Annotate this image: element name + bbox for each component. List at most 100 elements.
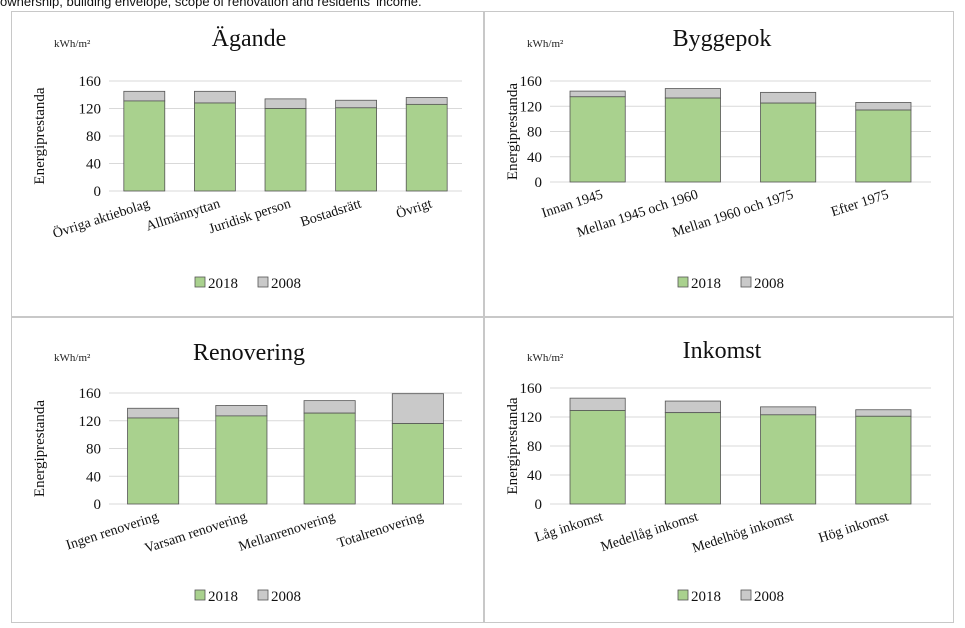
- bar-2008-juridisk-person: [264, 98, 307, 109]
- chart-title: Renovering: [193, 340, 305, 366]
- bar-2018-totalrenovering: [391, 423, 444, 505]
- x-category-label: Juridisk person: [207, 197, 293, 238]
- bar-2018-bostadsratt: [335, 107, 377, 192]
- bar-2018-mellanrenovering: [303, 412, 356, 505]
- y-tick-label: 0: [535, 497, 543, 513]
- x-category-label: Hög inkomst: [817, 510, 891, 547]
- chart-title: Byggepok: [673, 26, 772, 52]
- bar-2018-efter-1975: [855, 109, 912, 183]
- y-tick-label: 120: [520, 410, 543, 426]
- bar-2008-lag-inkomst: [569, 397, 626, 411]
- legend-swatch-2018: [194, 589, 206, 601]
- bar-2018-medelhog-inkomst: [760, 414, 817, 505]
- unit-label: kWh/m²: [54, 38, 91, 50]
- bar-2018-juridisk-person: [264, 108, 307, 192]
- bar-2008-efter-1975: [855, 102, 912, 111]
- bar-2018-mellan-1945-och-1960: [664, 97, 721, 183]
- y-tick-label: 80: [527, 439, 542, 455]
- y-tick-label: 40: [527, 150, 542, 166]
- chart-agande: Ägande kWh/m² 0 40 80 120 160 Energiprestanda Öv…: [32, 26, 462, 292]
- x-category-label: Medelhög inkomst: [690, 510, 795, 557]
- chart-panel-renovering: Renovering kWh/m² 0 40 80 120 160 Energiprestan…: [11, 317, 484, 623]
- legend-swatch-2008: [740, 589, 752, 601]
- chart-title: Inkomst: [683, 338, 762, 364]
- bar-2008-varsam-renovering: [215, 405, 268, 417]
- bar-2018-ovriga-aktiebolag: [123, 100, 166, 192]
- legend-swatch-2008: [257, 276, 269, 288]
- x-category-label: Övrigt: [394, 195, 434, 222]
- bar-2018-allmannyttan: [194, 102, 236, 192]
- bar-2008-bostadsratt: [335, 99, 377, 109]
- x-category-label: Medellåg inkomst: [599, 510, 700, 556]
- bar-2018-ingen-renovering: [127, 417, 180, 505]
- y-tick-label: 0: [94, 184, 102, 200]
- y-axis-label: Energiprestanda: [505, 83, 521, 181]
- legend-swatch-2008: [740, 276, 752, 288]
- bar-2008-hog-inkomst: [855, 409, 912, 417]
- bar-2008-totalrenovering: [391, 393, 444, 424]
- y-tick-label: 120: [79, 414, 102, 430]
- y-axis-label: Energiprestanda: [32, 400, 48, 498]
- bar-2008-mellan-1945-och-1960: [664, 88, 721, 99]
- legend-label-2018: 2018: [691, 276, 721, 292]
- y-tick-label: 120: [79, 102, 102, 118]
- y-tick-label: 160: [520, 381, 543, 397]
- y-tick-label: 40: [86, 469, 101, 485]
- y-tick-label: 160: [79, 386, 102, 402]
- y-tick-label: 80: [527, 125, 542, 141]
- x-category-label: Totalrenovering: [336, 510, 425, 552]
- x-category-label: Varsam renovering: [143, 510, 249, 557]
- legend-swatch-2018: [194, 276, 206, 288]
- unit-label: kWh/m²: [54, 352, 91, 364]
- x-category-label: Innan 1945: [540, 188, 605, 222]
- bar-2018-mellan-1960-och-1975: [760, 102, 817, 183]
- legend-label-2008: 2008: [271, 276, 301, 292]
- x-category-label: Låg inkomst: [533, 510, 605, 546]
- bar-2008-ingen-renovering: [127, 407, 180, 419]
- bar-2008-ovrigt: [405, 97, 448, 105]
- y-tick-label: 160: [79, 74, 102, 90]
- bar-2008-medellag-inkomst: [664, 400, 721, 414]
- unit-label: kWh/m²: [527, 352, 564, 364]
- legend-label-2008: 2008: [754, 589, 784, 605]
- legend-label-2008: 2008: [271, 589, 301, 605]
- bar-2018-lag-inkomst: [569, 410, 626, 505]
- y-tick-label: 80: [86, 442, 101, 458]
- legend-label-2018: 2018: [208, 589, 238, 605]
- bar-2008-medelhog-inkomst: [760, 406, 817, 416]
- y-tick-label: 0: [94, 497, 102, 513]
- y-tick-label: 160: [520, 74, 543, 90]
- bar-2008-innan-1945: [569, 90, 626, 98]
- chart-renovering: Renovering kWh/m² 0 40 80 120 160 Energiprestan…: [32, 340, 462, 605]
- y-axis-label: Energiprestanda: [505, 397, 521, 495]
- chart-title: Ägande: [212, 26, 287, 52]
- bar-2008-allmannyttan: [194, 90, 236, 104]
- bar-2018-varsam-renovering: [215, 415, 268, 505]
- figure-caption: ownership, building envelope, scope of r…: [0, 0, 422, 9]
- x-category-label: Efter 1975: [829, 188, 890, 221]
- bar-2008-mellan-1960-och-1975: [760, 91, 817, 104]
- chart-panel-byggepok: Byggepok kWh/m² 0 40 80 120 160 Energiprestanda…: [484, 11, 954, 317]
- y-tick-label: 0: [535, 175, 543, 191]
- legend-label-2018: 2018: [208, 276, 238, 292]
- legend-swatch-2018: [677, 589, 689, 601]
- y-tick-label: 40: [86, 157, 101, 173]
- bar-2008-mellanrenovering: [303, 400, 356, 414]
- bar-2018-ovrigt: [405, 103, 448, 192]
- y-tick-label: 120: [520, 99, 543, 115]
- x-category-label: Mellanrenovering: [237, 510, 337, 555]
- y-axis-label: Energiprestanda: [32, 87, 48, 185]
- legend-swatch-2008: [257, 589, 269, 601]
- y-tick-label: 80: [86, 129, 101, 145]
- x-category-label: Bostadsrätt: [299, 197, 364, 231]
- bar-2018-hog-inkomst: [855, 415, 912, 505]
- chart-byggepok: Byggepok kWh/m² 0 40 80 120 160Energiprestanda…: [505, 26, 931, 292]
- legend-label-2008: 2008: [754, 276, 784, 292]
- legend-swatch-2018: [677, 276, 689, 288]
- legend-label-2018: 2018: [691, 589, 721, 605]
- bar-2008-ovriga-aktiebolag: [123, 90, 166, 102]
- y-tick-label: 40: [527, 468, 542, 484]
- unit-label: kWh/m²: [527, 38, 564, 50]
- bar-2018-innan-1945: [569, 96, 626, 183]
